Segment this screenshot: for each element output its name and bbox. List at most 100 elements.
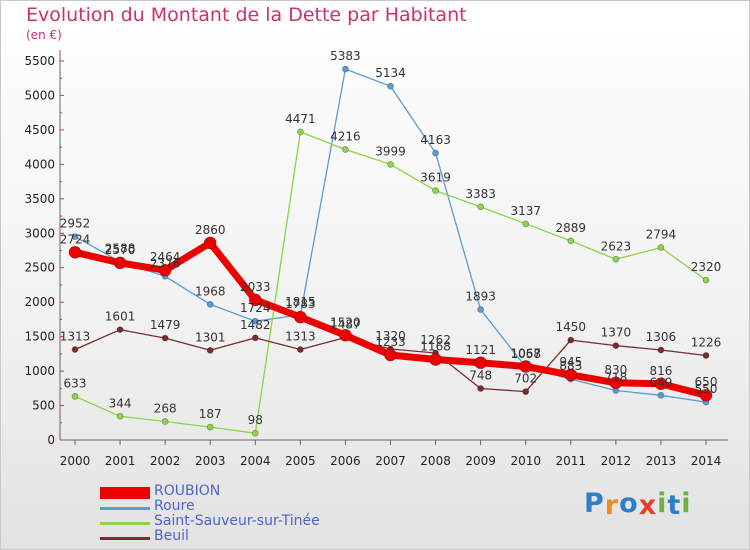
- data-point-roure: [342, 65, 349, 73]
- data-label-roubion: 830: [604, 363, 627, 377]
- data-label-saint-sauveur-sur-tin-e: 4471: [285, 112, 316, 126]
- data-point-saint-sauveur-sur-tin-e: [387, 161, 394, 168]
- data-point-roure: [387, 82, 394, 90]
- proxiti-logo: Proxiti: [584, 488, 692, 521]
- y-tick-label: 3000: [24, 226, 55, 240]
- y-tick-label: 2500: [24, 261, 55, 275]
- legend-label: ROUBION: [154, 483, 221, 499]
- logo-letter: x: [638, 490, 658, 521]
- data-point-beuil: [477, 385, 484, 392]
- data-point-roure: [477, 306, 484, 313]
- data-label-roure: 5134: [375, 66, 406, 80]
- y-tick-label: 1500: [24, 330, 55, 344]
- y-tick-label: 1000: [24, 364, 55, 378]
- data-label-saint-sauveur-sur-tin-e: 344: [109, 396, 132, 410]
- x-tick-label: 2012: [601, 454, 632, 468]
- data-label-roubion: 650: [695, 375, 718, 389]
- data-point-beuil: [612, 342, 620, 349]
- data-point-saint-sauveur-sur-tin-e: [71, 393, 79, 400]
- data-point-roubion: [68, 245, 82, 259]
- data-label-roubion: 945: [559, 355, 582, 369]
- data-point-beuil: [116, 326, 124, 334]
- x-tick-label: 2000: [60, 454, 91, 468]
- x-tick-label: 2011: [556, 454, 587, 468]
- data-label-roubion: 2724: [60, 232, 91, 246]
- data-point-roubion: [654, 377, 668, 391]
- logo-letter: i: [681, 488, 692, 519]
- data-label-saint-sauveur-sur-tin-e: 268: [154, 402, 177, 416]
- data-label-roure: 1893: [465, 290, 496, 304]
- data-point-beuil: [567, 336, 575, 344]
- data-label-beuil: 1306: [646, 330, 677, 344]
- data-point-beuil: [161, 334, 169, 342]
- data-label-roure: 1058: [510, 347, 541, 361]
- data-label-roure: 1968: [195, 284, 226, 298]
- data-label-roure: 1724: [240, 301, 271, 315]
- x-tick-label: 2003: [195, 454, 226, 468]
- data-label-roubion: 1121: [465, 343, 496, 357]
- data-point-saint-sauveur-sur-tin-e: [612, 255, 620, 263]
- data-label-roubion: 2464: [150, 250, 181, 264]
- y-tick-label: 500: [32, 399, 55, 413]
- data-label-beuil: 1479: [150, 318, 181, 332]
- data-label-saint-sauveur-sur-tin-e: 2623: [601, 239, 632, 253]
- data-point-saint-sauveur-sur-tin-e: [116, 412, 124, 420]
- data-point-roubion: [203, 236, 217, 250]
- x-tick-label: 2006: [330, 454, 361, 468]
- data-label-beuil: 1262: [420, 333, 451, 347]
- data-label-roure: 4163: [420, 133, 451, 147]
- data-point-saint-sauveur-sur-tin-e: [522, 220, 530, 228]
- data-label-saint-sauveur-sur-tin-e: 3619: [420, 171, 451, 185]
- data-point-beuil: [71, 346, 79, 353]
- data-label-beuil: 1301: [195, 330, 226, 344]
- data-point-saint-sauveur-sur-tin-e: [342, 146, 349, 153]
- data-point-saint-sauveur-sur-tin-e: [206, 423, 214, 431]
- legend-label: Saint-Sauveur-sur-Tinée: [154, 513, 320, 529]
- x-tick-label: 2008: [420, 454, 451, 468]
- y-tick-label: 3500: [24, 192, 55, 206]
- data-label-roure: 2952: [60, 217, 91, 231]
- data-point-roubion: [248, 293, 262, 307]
- y-tick-label: 0: [47, 433, 55, 447]
- data-point-roure: [71, 233, 79, 240]
- data-point-roubion: [564, 368, 578, 382]
- data-point-saint-sauveur-sur-tin-e: [567, 237, 575, 245]
- data-label-roure: 718: [604, 371, 627, 385]
- data-label-roubion: 1783: [285, 297, 316, 311]
- data-label-beuil: 1601: [105, 310, 136, 324]
- data-label-roubion: 1168: [420, 340, 451, 354]
- legend-swatch: [100, 506, 150, 510]
- data-point-roure: [251, 317, 259, 325]
- chart-title: Evolution du Montant de la Dette par Hab…: [26, 4, 467, 26]
- data-label-roubion: 816: [649, 364, 672, 378]
- data-label-saint-sauveur-sur-tin-e: 633: [64, 376, 87, 390]
- logo-letter: P: [584, 488, 605, 519]
- data-point-saint-sauveur-sur-tin-e: [657, 244, 665, 251]
- data-point-saint-sauveur-sur-tin-e: [702, 276, 710, 284]
- x-tick-label: 2013: [646, 454, 677, 468]
- data-label-saint-sauveur-sur-tin-e: 2320: [691, 260, 722, 274]
- data-label-beuil: 1370: [601, 326, 632, 340]
- x-tick-label: 2001: [105, 454, 136, 468]
- data-point-roubion: [474, 356, 487, 370]
- data-point-beuil: [297, 346, 304, 353]
- data-label-roure: 2588: [105, 242, 136, 256]
- data-point-beuil: [251, 334, 259, 342]
- legend-swatch: [100, 536, 150, 540]
- data-label-roubion: 2570: [105, 243, 136, 257]
- data-label-saint-sauveur-sur-tin-e: 4216: [330, 129, 361, 143]
- series-line-saint-sauveur-sur-tin-e: [74, 131, 707, 434]
- legend-label: Roure: [154, 498, 195, 514]
- x-tick-label: 2002: [150, 454, 181, 468]
- data-label-roubion: 1067: [510, 346, 541, 360]
- data-label-roure: 883: [559, 359, 582, 373]
- data-label-beuil: 1313: [285, 330, 316, 344]
- data-point-roubion: [429, 353, 442, 366]
- data-label-beuil: 1487: [330, 318, 361, 332]
- legend-swatch: [100, 487, 150, 499]
- data-label-roubion: 2860: [195, 223, 226, 237]
- data-label-roure: 1815: [285, 295, 316, 309]
- data-point-roure: [657, 391, 665, 399]
- data-label-beuil: 1226: [691, 336, 722, 350]
